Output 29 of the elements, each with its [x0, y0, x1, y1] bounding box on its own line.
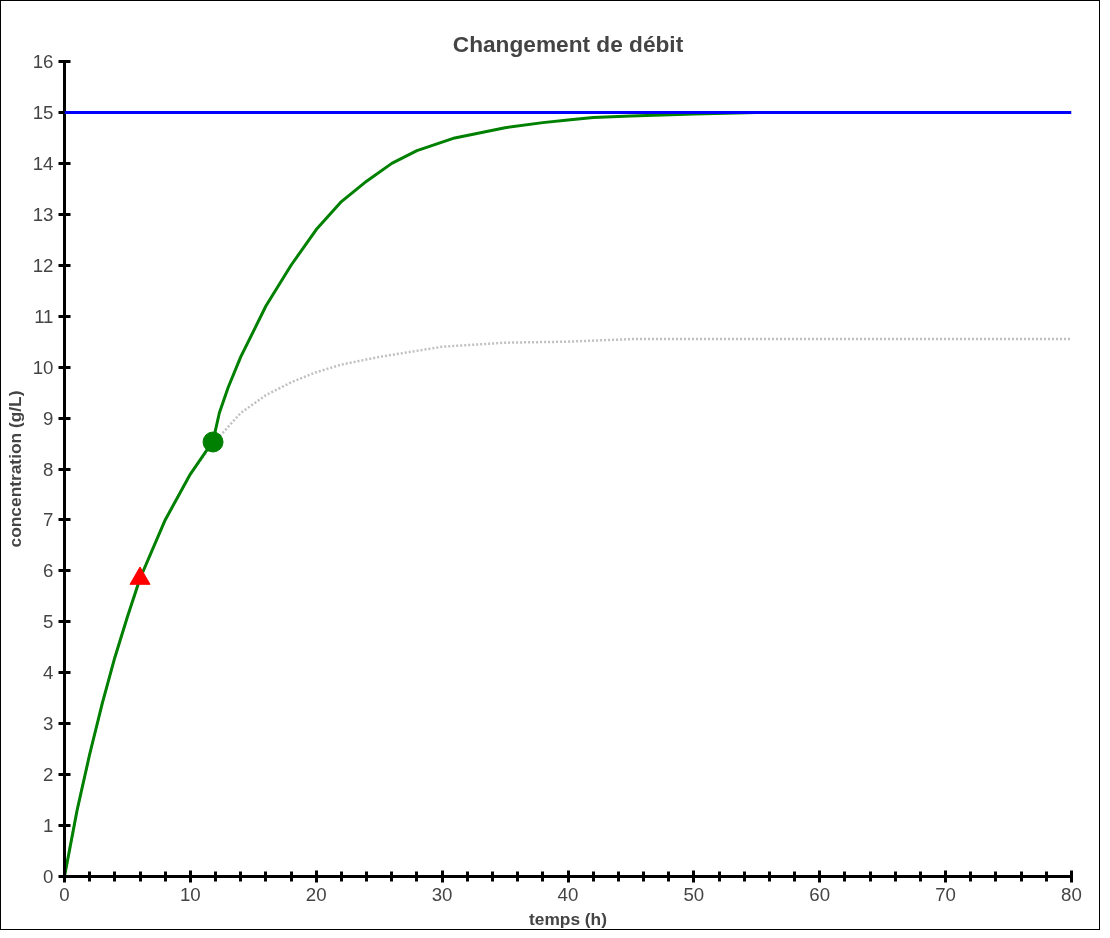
y-tick-label: 6 [43, 560, 54, 582]
y-tick-label: 10 [32, 356, 54, 378]
x-tick-label: 50 [683, 883, 705, 905]
y-tick-label: 3 [43, 713, 54, 735]
y-tick-label: 4 [43, 662, 54, 684]
y-tick-label: 0 [43, 866, 54, 887]
x-tick-label: 10 [180, 883, 201, 905]
y-tick-label: 16 [32, 51, 54, 72]
y-tick-label: 1 [43, 815, 54, 837]
y-tick-label: 9 [43, 407, 54, 429]
x-tick-label: 80 [1061, 883, 1082, 905]
x-axis-title: temps (h) [529, 908, 607, 929]
y-tick-label: 12 [32, 254, 54, 276]
y-tick-label: 7 [43, 509, 54, 531]
y-tick-label: 14 [32, 152, 54, 174]
y-tick-label: 15 [32, 101, 54, 123]
y-tick-label: 11 [34, 305, 54, 327]
y-tick-label: 8 [43, 458, 54, 480]
x-tick-label: 70 [935, 883, 957, 905]
chart-title: Changement de débit [452, 30, 684, 57]
y-tick-label: 5 [43, 611, 54, 633]
y-tick-label: 13 [32, 203, 54, 225]
y-axis-title: concentration (g/L) [4, 390, 25, 548]
x-tick-label: 0 [59, 883, 70, 905]
x-tick-label: 60 [809, 883, 831, 905]
x-tick-label: 20 [305, 883, 327, 905]
x-tick-label: 30 [431, 883, 453, 905]
y-tick-label: 2 [43, 764, 54, 786]
x-tick-label: 40 [557, 883, 579, 905]
